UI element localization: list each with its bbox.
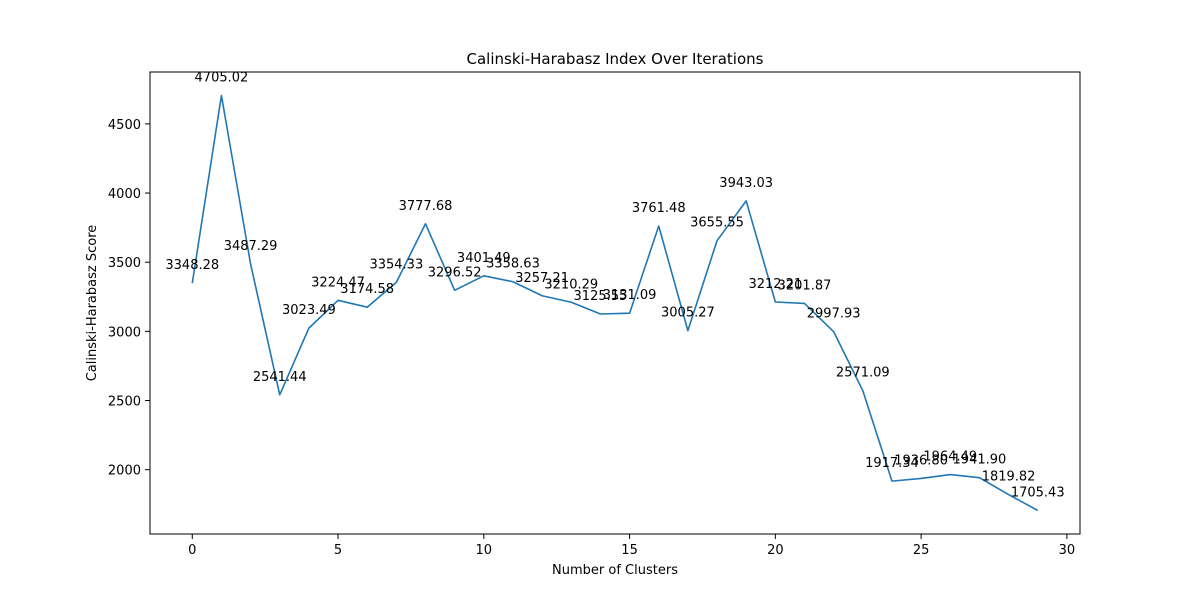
data-label: 2997.93 (807, 307, 861, 322)
data-label: 3401.49 (457, 251, 511, 266)
y-tick-label: 2500 (108, 395, 141, 410)
y-tick-label: 3500 (108, 256, 141, 271)
data-label: 3210.29 (544, 277, 598, 292)
data-label: 3224.47 (311, 275, 365, 290)
data-label: 3131.09 (603, 288, 657, 303)
x-tick-label: 10 (476, 543, 493, 558)
x-axis-title: Number of Clusters (552, 563, 678, 578)
data-label: 1941.90 (953, 453, 1007, 468)
series-line (191, 94, 1039, 512)
y-tick-label: 2000 (108, 464, 141, 479)
data-label: 1964.49 (923, 450, 977, 465)
y-axis: 2000 2500 3000 3500 4000 4500 (108, 118, 150, 479)
data-label: 1917.34 (865, 456, 919, 471)
x-tick-label: 20 (767, 543, 784, 558)
data-label: 3212.21 (748, 277, 802, 292)
data-label: 3005.27 (661, 306, 715, 321)
data-label: 3943.03 (719, 176, 773, 191)
y-tick-label: 3000 (108, 325, 141, 340)
x-tick-label: 25 (913, 543, 930, 558)
data-label: 1819.82 (982, 470, 1036, 485)
y-tick-label: 4000 (108, 187, 141, 202)
data-label: 3296.52 (428, 265, 482, 280)
data-label: 3354.33 (369, 257, 423, 272)
data-label: 3777.68 (399, 199, 453, 214)
data-label: 3023.49 (282, 303, 336, 318)
chart-title: Calinski-Harabasz Index Over Iterations (467, 50, 764, 68)
x-axis: 0 5 10 15 20 25 30 (188, 534, 1075, 558)
data-label: 3257.21 (515, 271, 569, 286)
x-tick-label: 30 (1059, 543, 1076, 558)
data-label: 2571.09 (836, 366, 890, 381)
data-label: 4705.02 (195, 71, 249, 86)
x-tick-label: 15 (621, 543, 638, 558)
data-label: 3174.58 (340, 282, 394, 297)
x-tick-label: 0 (188, 543, 196, 558)
data-label: 3358.63 (486, 257, 540, 272)
data-label: 3125.55 (574, 289, 628, 304)
data-labels: 3348.28 4705.02 3487.29 2541.44 3023.49 3224.… (165, 71, 1064, 501)
data-label: 3201.87 (778, 278, 832, 293)
x-tick-label: 5 (334, 543, 342, 558)
data-label: 3761.48 (632, 201, 686, 216)
y-axis-title: Calinski-Harabasz Score (85, 225, 100, 382)
data-label: 1705.43 (1011, 485, 1065, 500)
data-label: 1936.80 (894, 453, 948, 468)
data-label: 2541.44 (253, 370, 307, 385)
data-label: 3487.29 (224, 239, 278, 254)
plot-area (149, 71, 1081, 535)
data-label: 3655.55 (690, 216, 744, 231)
data-label: 3348.28 (165, 258, 219, 273)
y-tick-label: 4500 (108, 118, 141, 133)
